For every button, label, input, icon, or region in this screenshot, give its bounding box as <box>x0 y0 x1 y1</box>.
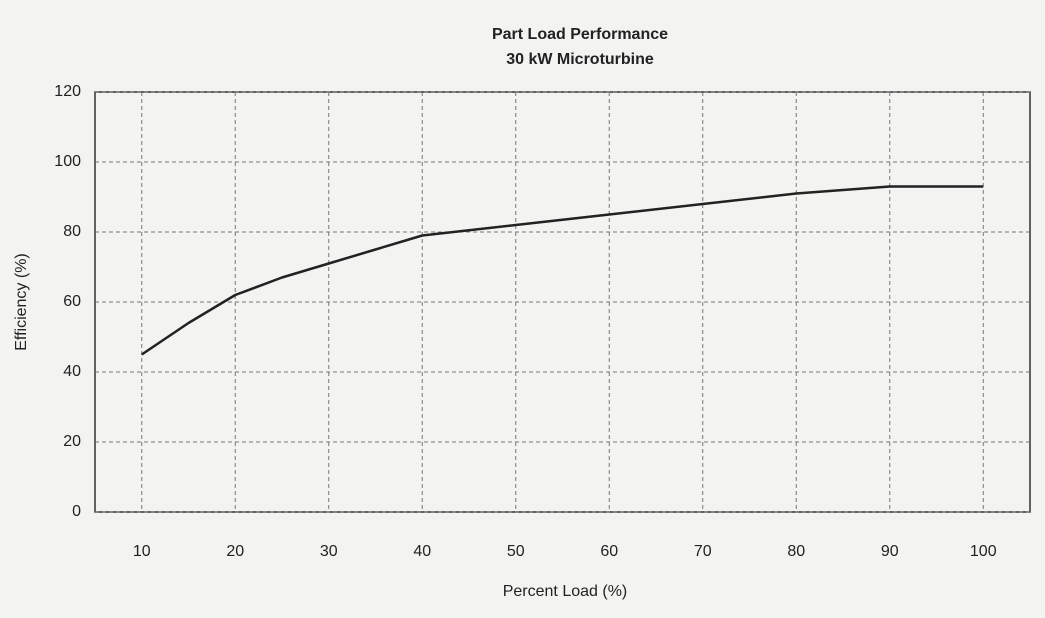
y-tick-label: 0 <box>72 503 81 520</box>
x-tick-label: 70 <box>694 543 712 560</box>
x-tick-label: 10 <box>133 543 151 560</box>
x-tick-label: 60 <box>600 543 618 560</box>
data-line <box>141 185 984 356</box>
y-tick-label: 120 <box>54 83 81 100</box>
chart-title: Part Load Performance <box>492 26 668 43</box>
y-axis-title: Efficiency (%) <box>13 253 30 351</box>
x-tick-label: 100 <box>970 543 997 560</box>
y-tick-label: 100 <box>54 153 81 170</box>
x-tick-label: 90 <box>881 543 899 560</box>
x-tick-label: 20 <box>226 543 244 560</box>
chart-subtitle: 30 kW Microturbine <box>506 51 654 68</box>
y-tick-label: 60 <box>63 293 81 310</box>
x-axis-title: Percent Load (%) <box>503 583 628 600</box>
y-tick-label: 20 <box>63 433 81 450</box>
x-tick-label: 30 <box>320 543 338 560</box>
x-tick-label: 40 <box>413 543 431 560</box>
x-tick-label: 80 <box>787 543 805 560</box>
x-tick-label: 50 <box>507 543 525 560</box>
y-tick-label: 40 <box>63 363 81 380</box>
y-tick-label: 80 <box>63 223 81 240</box>
